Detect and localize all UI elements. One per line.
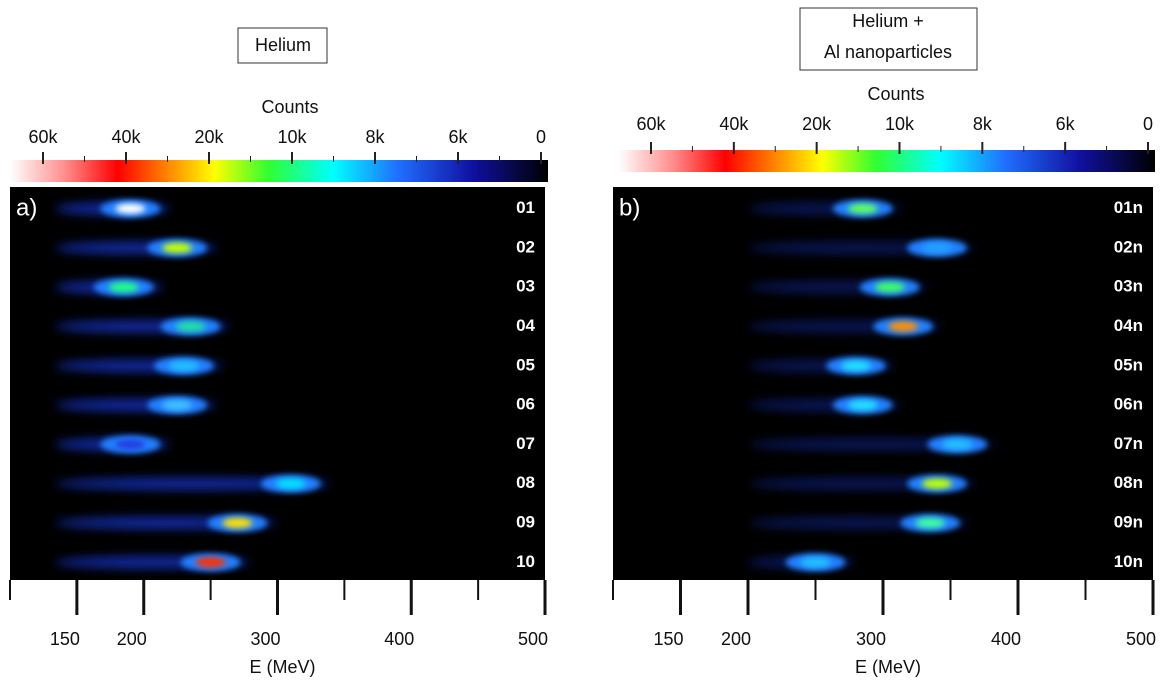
spectrum-peak xyxy=(922,242,952,253)
spectrum-peak xyxy=(108,282,139,293)
x-tick-label: 150 xyxy=(50,629,80,649)
panel-title: Al nanoparticles xyxy=(824,42,952,62)
panel-label: b) xyxy=(619,194,640,221)
spectrum-peak xyxy=(162,400,193,411)
spectrum-peak xyxy=(168,360,199,371)
row-label: 10 xyxy=(516,552,535,571)
spectrum-peak xyxy=(874,282,905,293)
x-tick-label: 200 xyxy=(117,629,147,649)
spectrum-peak xyxy=(195,557,226,568)
colorbar-tick-label: 0 xyxy=(536,127,546,147)
row-label: 02 xyxy=(516,237,535,256)
x-tick-label: 400 xyxy=(384,629,414,649)
x-tick-label: 200 xyxy=(721,629,751,649)
x-tick-label: 300 xyxy=(250,629,280,649)
row-label: 06n xyxy=(1114,395,1143,414)
x-tick-label: 150 xyxy=(653,629,683,649)
colorbar-tick-label: 8k xyxy=(973,114,993,134)
spectrum-peak xyxy=(800,557,831,568)
spectrum-peak xyxy=(175,321,206,332)
row-label: 03n xyxy=(1114,277,1143,296)
colorbar-label: Counts xyxy=(867,84,924,104)
colorbar-tick-label: 40k xyxy=(719,114,749,134)
colorbar-tick-label: 0 xyxy=(1143,114,1153,134)
spectrum-tail xyxy=(55,477,331,490)
row-label: 07 xyxy=(516,434,535,453)
colorbar-tick-label: 20k xyxy=(802,114,832,134)
spectrum-peak xyxy=(275,478,306,489)
panel-label: a) xyxy=(16,194,37,221)
spectrum-peak xyxy=(847,203,878,214)
x-tick-label: 500 xyxy=(1126,629,1156,649)
spectrum-peak xyxy=(841,360,871,371)
spectrum-peak xyxy=(942,439,973,450)
row-label: 05n xyxy=(1114,355,1143,374)
spectrum-peak xyxy=(115,203,146,214)
row-label: 05 xyxy=(516,355,535,374)
colorbar-tick-label: 40k xyxy=(111,127,141,147)
row-label: 09n xyxy=(1114,512,1143,531)
spectrum-peak xyxy=(847,400,878,411)
colorbar-tick-label: 20k xyxy=(194,127,224,147)
panel-title: Helium xyxy=(255,35,311,55)
row-label: 04 xyxy=(516,316,535,335)
colorbar-tick-label: 10k xyxy=(885,114,915,134)
row-label: 01 xyxy=(516,198,535,217)
row-label: 09 xyxy=(516,512,535,531)
x-tick-label: 500 xyxy=(518,629,548,649)
colorbar xyxy=(10,160,548,182)
row-label: 06 xyxy=(516,395,535,414)
spectrum-peak xyxy=(922,478,952,489)
row-label: 10n xyxy=(1114,552,1143,571)
row-label: 07n xyxy=(1114,434,1143,453)
colorbar-tick-label: 6k xyxy=(448,127,468,147)
spectrum-peak xyxy=(115,439,146,450)
row-label: 08n xyxy=(1114,473,1143,492)
colorbar-tick-label: 8k xyxy=(365,127,385,147)
spectrum-peak xyxy=(915,518,946,529)
row-label: 01n xyxy=(1114,198,1143,217)
colorbar-tick-label: 6k xyxy=(1056,114,1076,134)
colorbar-tick-label: 10k xyxy=(277,127,307,147)
title-box xyxy=(799,7,978,71)
colorbar xyxy=(618,150,1155,172)
spectrum-peak xyxy=(162,242,193,253)
row-label: 02n xyxy=(1114,237,1143,256)
x-tick-label: 300 xyxy=(856,629,886,649)
title-box xyxy=(237,27,328,64)
panel-title: Helium + xyxy=(852,11,924,31)
row-label: 04n xyxy=(1114,316,1143,335)
spectrum-peak xyxy=(222,518,253,529)
row-label: 08 xyxy=(516,473,535,492)
colorbar-label: Counts xyxy=(261,97,318,117)
row-label: 03 xyxy=(516,277,535,296)
x-axis-label: E (MeV) xyxy=(249,657,315,677)
x-axis-label: E (MeV) xyxy=(855,657,921,677)
colorbar-tick-label: 60k xyxy=(636,114,666,134)
x-tick-label: 400 xyxy=(991,629,1021,649)
colorbar-tick-label: 60k xyxy=(28,127,58,147)
spectrum-peak xyxy=(888,321,919,332)
